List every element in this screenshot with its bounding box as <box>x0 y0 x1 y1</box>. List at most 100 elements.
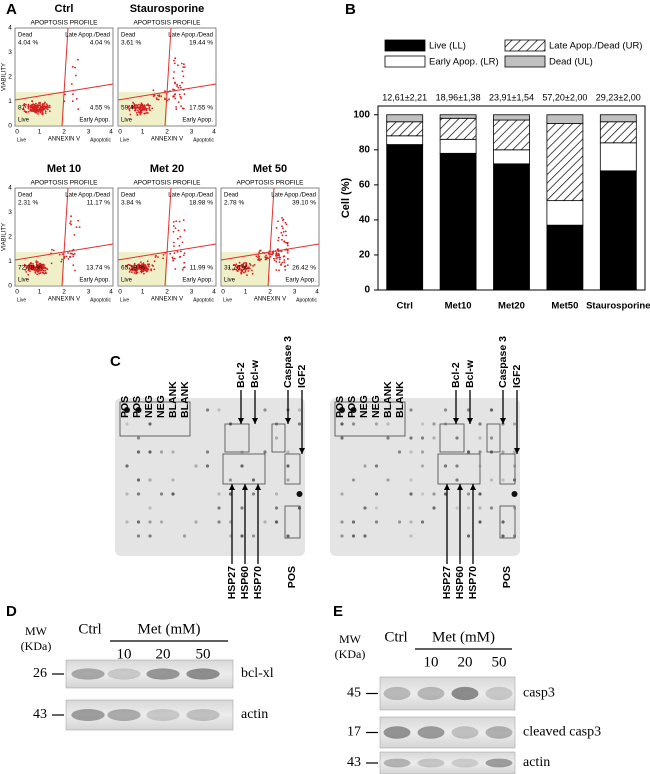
blot-band <box>417 726 445 739</box>
bar-segment <box>546 114 584 124</box>
spot-box <box>284 453 301 485</box>
quadrant-name: Early Apop. <box>79 278 110 284</box>
array-spot <box>420 464 425 468</box>
dose-label: 10 <box>117 646 132 662</box>
event-dot <box>40 263 42 266</box>
axis-tick-label: 4 <box>109 289 113 296</box>
array-spot <box>386 422 390 426</box>
event-dot <box>35 261 38 264</box>
event-dot <box>280 231 283 234</box>
array-spot <box>286 534 290 538</box>
array-spot <box>171 478 175 482</box>
blot-band <box>485 726 513 739</box>
array-spot <box>251 478 256 482</box>
gate-line <box>117 83 217 101</box>
array-spot <box>136 492 141 496</box>
event-dot <box>244 270 247 273</box>
event-dot <box>183 63 185 66</box>
event-dot <box>257 256 259 259</box>
blot-band <box>146 709 180 721</box>
panel-label: A <box>6 1 17 18</box>
spot-box <box>499 453 516 485</box>
event-dot <box>67 258 70 260</box>
y-tick-label: 100 <box>353 109 370 120</box>
event-dot <box>143 107 146 110</box>
arrow-head <box>470 484 476 490</box>
bar-annotation: 57,20±2,00 <box>542 92 587 102</box>
event-dot <box>264 258 267 261</box>
quadrant-value: 19.44 % <box>189 40 213 47</box>
legend-swatch <box>384 39 426 52</box>
bar-segment <box>599 114 637 123</box>
event-dot <box>178 256 181 258</box>
legend-label: Dead (UL) <box>549 57 593 68</box>
array-spot <box>217 506 221 510</box>
event-dot <box>43 105 46 108</box>
event-dot <box>284 230 287 233</box>
event-dot <box>183 66 186 68</box>
event-dot <box>145 108 148 111</box>
event-dot <box>42 106 45 109</box>
event-dot <box>143 264 146 267</box>
array-spot <box>455 436 459 440</box>
array-spot <box>351 520 356 524</box>
event-dot <box>130 106 133 109</box>
event-dot <box>286 258 289 260</box>
array-spot <box>409 450 413 454</box>
event-dot <box>22 108 25 111</box>
bar-annotation: 18,96±1,38 <box>436 92 481 102</box>
axis-tick-label: 0 <box>118 289 122 296</box>
event-dot <box>128 105 131 107</box>
event-dot <box>286 252 289 254</box>
axis-tick-label: 4 <box>8 25 12 32</box>
array-spot <box>159 450 164 454</box>
array-spot <box>432 506 436 510</box>
array-spot <box>466 506 471 510</box>
array-spot <box>274 436 279 440</box>
array-spot <box>194 464 198 468</box>
array-spot <box>512 534 517 538</box>
event-dot <box>42 263 45 266</box>
event-dot <box>46 105 49 108</box>
legend-label: Live (LL) <box>429 41 466 52</box>
array-spot <box>251 492 256 496</box>
y-tick-label: 0 <box>364 285 370 296</box>
blot-band <box>383 726 411 739</box>
array-spot <box>432 436 436 440</box>
quadrant-name: Late Apop./Dead <box>65 193 110 199</box>
event-dot <box>260 258 262 260</box>
event-dot <box>24 106 27 108</box>
event-dot <box>183 261 186 264</box>
array-spot <box>478 436 482 440</box>
array-spot <box>397 520 402 524</box>
bar-segment <box>546 200 584 226</box>
event-dot <box>240 272 243 275</box>
event-dot <box>241 270 243 273</box>
x-axis-label: ANNEXIN V <box>48 297 80 303</box>
event-dot <box>255 255 258 258</box>
event-dot <box>37 111 40 113</box>
bar-segment <box>599 121 637 144</box>
event-dot <box>136 106 139 109</box>
bar-annotation: 29,23±2,00 <box>596 92 641 102</box>
event-dot <box>42 108 45 111</box>
event-dot <box>132 265 135 267</box>
event-dot <box>243 271 245 274</box>
gate-line <box>267 187 275 287</box>
arrow-head <box>255 484 261 490</box>
event-dot <box>235 268 238 271</box>
axis-tick-label: 3 <box>190 289 194 296</box>
event-dot <box>178 93 181 96</box>
array-label: Bcl-w <box>249 359 261 388</box>
event-dot <box>133 104 136 106</box>
event-dot <box>137 103 140 106</box>
event-dot <box>177 229 180 232</box>
event-dot <box>38 109 41 112</box>
event-dot <box>162 257 165 260</box>
axis-tick-label: 1 <box>38 129 42 136</box>
event-dot <box>172 221 175 223</box>
event-dot <box>38 264 41 267</box>
event-dot <box>44 110 47 113</box>
event-dot <box>23 110 26 113</box>
blot-band <box>107 668 141 680</box>
